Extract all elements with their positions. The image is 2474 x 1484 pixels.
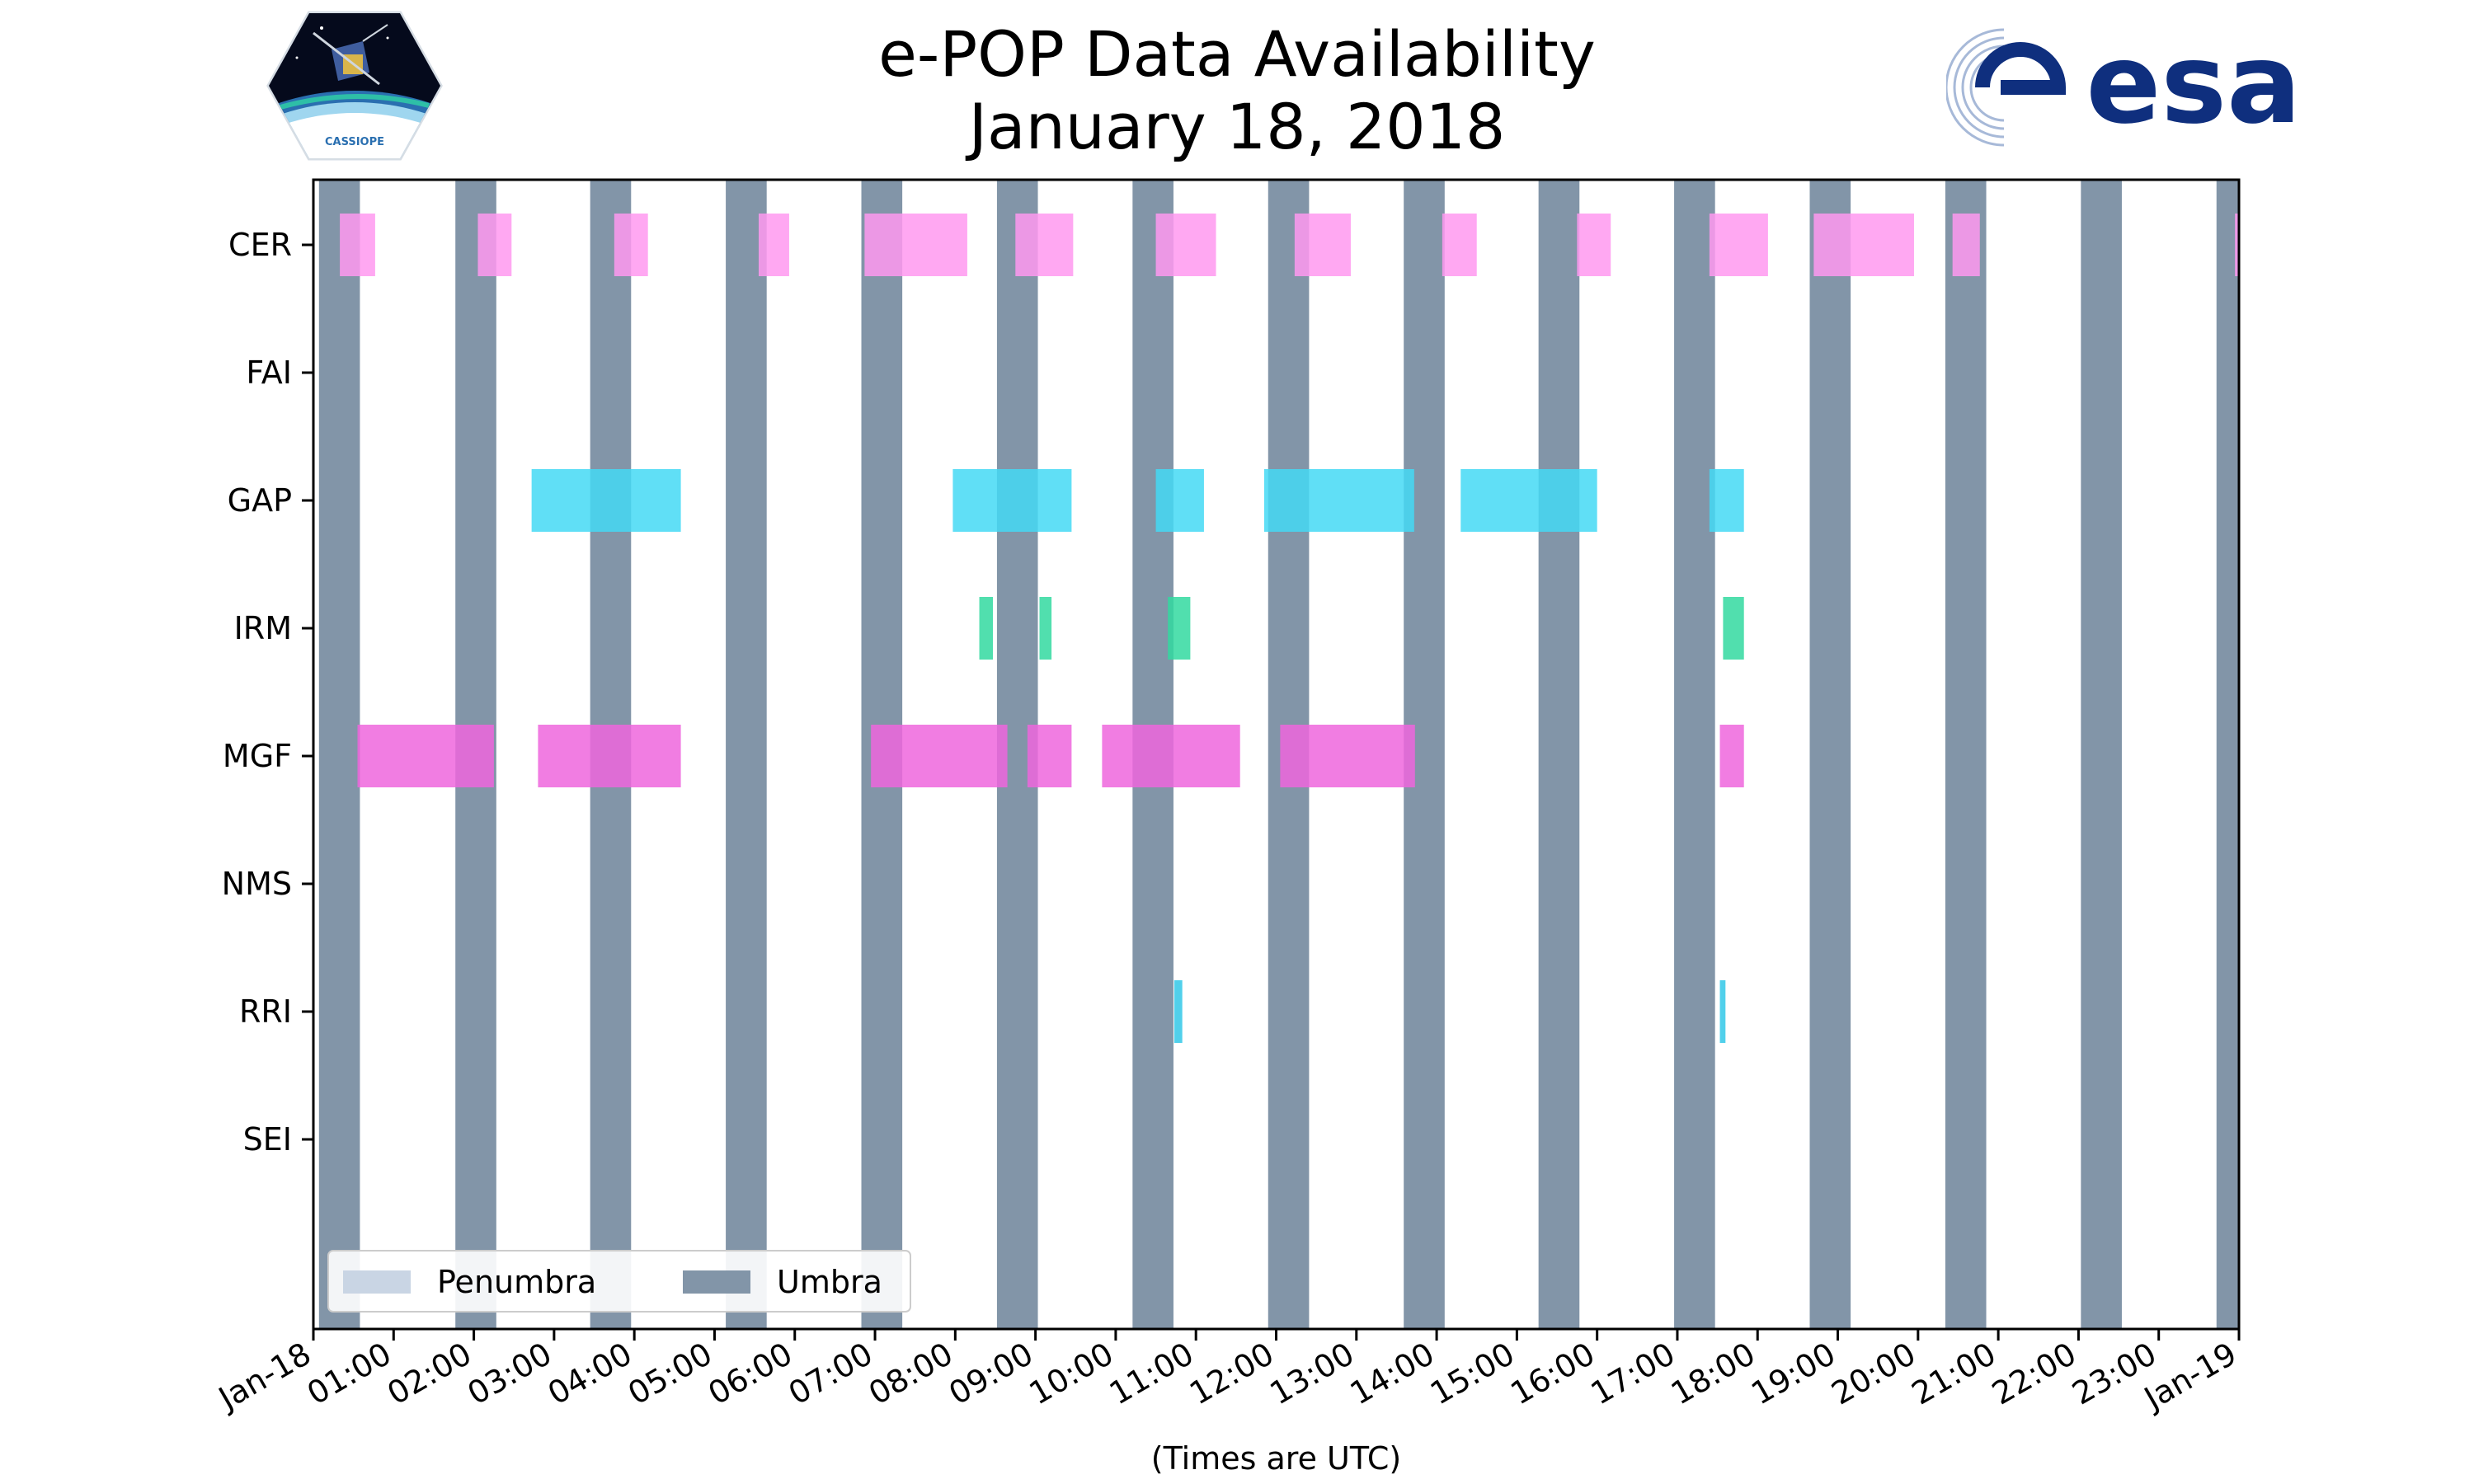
umbra-band xyxy=(2081,180,2122,1329)
umbra-band xyxy=(2216,180,2239,1329)
x-tick-label: 02:00 xyxy=(381,1336,477,1412)
bar-gap xyxy=(1460,469,1597,532)
x-tick-label: 01:00 xyxy=(301,1336,397,1412)
umbra-layer xyxy=(318,180,2239,1329)
bar-cer xyxy=(864,214,967,276)
cassiope-logo-text: CASSIOPE xyxy=(325,136,384,148)
bar-irm xyxy=(1723,597,1744,660)
y-tick-label: CER xyxy=(228,227,292,263)
x-tick-label: 20:00 xyxy=(1825,1336,1921,1412)
x-tick-label: 10:00 xyxy=(1023,1336,1120,1412)
legend-swatch-umbra xyxy=(683,1270,750,1294)
x-tick-label: 03:00 xyxy=(462,1336,558,1412)
x-tick-label: 18:00 xyxy=(1665,1336,1761,1412)
y-tick-label: RRI xyxy=(239,993,292,1030)
bar-cer xyxy=(1155,214,1216,276)
legend-label-umbra: Umbra xyxy=(777,1264,882,1300)
bar-mgf xyxy=(1027,725,1072,787)
umbra-band xyxy=(1945,180,1987,1329)
bar-mgf xyxy=(1280,725,1415,787)
y-tick-label: IRM xyxy=(234,610,292,646)
bar-irm xyxy=(1039,597,1052,660)
data-bars-layer xyxy=(340,214,2239,1043)
esa-logo: esa xyxy=(1946,20,2302,148)
x-tick-label: 05:00 xyxy=(622,1336,718,1412)
chart-title: e-POP Data Availability January 18, 2018 xyxy=(742,18,1732,163)
bar-mgf xyxy=(357,725,494,787)
bar-gap xyxy=(531,469,681,532)
umbra-band xyxy=(1538,180,1580,1329)
y-tick-label: FAI xyxy=(246,355,292,391)
bar-cer xyxy=(2235,214,2239,276)
esa-logo-text: esa xyxy=(2086,20,2301,148)
x-tick-label: 06:00 xyxy=(702,1336,798,1412)
y-tick-label: GAP xyxy=(228,482,292,519)
x-tick-label: Jan-19 xyxy=(2137,1336,2242,1417)
x-tick-label: 08:00 xyxy=(863,1336,959,1412)
x-tick-label: 22:00 xyxy=(1986,1336,2082,1412)
y-tick-label: SEI xyxy=(243,1121,292,1158)
x-tick-label: 07:00 xyxy=(783,1336,879,1412)
umbra-band xyxy=(318,180,360,1329)
legend-swatch-penumbra xyxy=(343,1270,411,1294)
bar-gap xyxy=(952,469,1072,532)
bar-mgf xyxy=(1719,725,1744,787)
legend-layer: Penumbra Umbra xyxy=(327,1250,911,1313)
x-tick-label: 19:00 xyxy=(1745,1336,1841,1412)
chart-title-line-2: January 18, 2018 xyxy=(968,90,1506,163)
x-tick-label: 16:00 xyxy=(1504,1336,1601,1412)
cassiope-logo: CASSIOPE xyxy=(266,11,443,161)
bar-cer xyxy=(340,214,375,276)
x-tick-label: 13:00 xyxy=(1263,1336,1360,1412)
bar-cer xyxy=(1709,214,1768,276)
x-tick-label: 11:00 xyxy=(1103,1336,1200,1412)
bar-rri xyxy=(1719,980,1726,1043)
chart-title-line-1: e-POP Data Availability xyxy=(878,17,1596,91)
legend-label-penumbra: Penumbra xyxy=(437,1264,596,1300)
umbra-band xyxy=(1809,180,1851,1329)
x-tick-label: Jan-18 xyxy=(211,1336,317,1417)
bar-cer xyxy=(1294,214,1351,276)
bar-mgf xyxy=(1102,725,1240,787)
bar-gap xyxy=(1709,469,1744,532)
bar-irm xyxy=(979,597,994,660)
x-tick-label: 17:00 xyxy=(1585,1336,1681,1412)
bar-mgf xyxy=(871,725,1008,787)
bar-cer xyxy=(477,214,512,276)
umbra-band xyxy=(726,180,767,1329)
x-tick-label: 09:00 xyxy=(943,1336,1039,1412)
y-tick-label: NMS xyxy=(222,866,292,902)
x-axis-label: (Times are UTC) xyxy=(1151,1440,1401,1477)
bar-cer xyxy=(1813,214,1914,276)
legend-box xyxy=(327,1250,911,1313)
x-tick-label: 21:00 xyxy=(1906,1336,2002,1412)
x-tick-label: 14:00 xyxy=(1344,1336,1441,1412)
bar-cer xyxy=(1577,214,1611,276)
bar-gap xyxy=(1155,469,1204,532)
umbra-band xyxy=(1674,180,1715,1329)
bar-cer xyxy=(1015,214,1074,276)
bar-cer xyxy=(1442,214,1477,276)
bar-cer xyxy=(758,214,789,276)
y-tick-label: MGF xyxy=(223,738,292,774)
bar-gap xyxy=(1263,469,1414,532)
bar-mgf xyxy=(538,725,681,787)
bar-cer xyxy=(614,214,648,276)
bar-cer xyxy=(1952,214,1980,276)
bar-rri xyxy=(1174,980,1183,1043)
x-tick-label: 12:00 xyxy=(1183,1336,1280,1412)
bar-irm xyxy=(1168,597,1191,660)
x-tick-label: 04:00 xyxy=(542,1336,638,1412)
x-tick-label: 15:00 xyxy=(1424,1336,1521,1412)
